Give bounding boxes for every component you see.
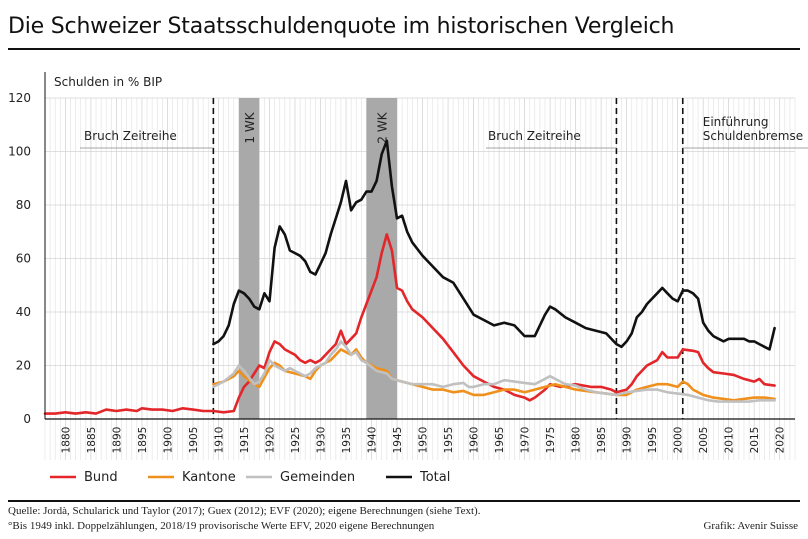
x-tick-label: 1880 (60, 427, 72, 454)
annotation-label: Bruch Zeitreihe (488, 129, 581, 143)
x-tick-label: 1900 (162, 427, 174, 454)
y-tick-label: 100 (8, 145, 31, 159)
x-tick-label: 1990 (622, 427, 634, 454)
series-lines (43, 139, 776, 415)
war-band-label: 1 WK (243, 111, 257, 143)
axes: Schulden in % BIP 0 20 40 60 80 100 120 1880 1885… (8, 72, 795, 453)
y-tick-label: 0 (23, 412, 31, 426)
x-tick-label: 1935 (341, 427, 353, 454)
x-tick-label: 2010 (724, 427, 736, 454)
annotation-label: Einführung (703, 115, 769, 129)
legend-label: Kantone (182, 470, 236, 485)
y-tick-label: 60 (16, 252, 31, 266)
footer-rule (8, 500, 800, 502)
y-tick-label: 120 (8, 91, 31, 105)
series-line-total (212, 139, 776, 351)
x-tick-label: 1915 (239, 427, 251, 454)
chart-title: Die Schweizer Staatsschuldenquote im his… (8, 14, 675, 39)
x-tick-label: 1890 (111, 427, 123, 454)
annotation-label: Bruch Zeitreihe (84, 129, 177, 143)
x-tick-label: 1965 (494, 427, 506, 454)
x-tick-label: 1960 (469, 427, 481, 454)
x-tick-label: 1985 (596, 427, 608, 454)
x-tick-label: 1940 (367, 427, 379, 454)
series-line-gemeinden (212, 340, 776, 403)
x-tick-label: 1905 (188, 427, 200, 454)
x-tick-label: 1920 (264, 427, 276, 454)
x-tick-label: 1975 (545, 427, 557, 454)
war-band (238, 98, 260, 419)
x-tick-label: 1955 (443, 427, 455, 454)
footnote: °Bis 1949 inkl. Doppelzählungen, 2018/19… (8, 520, 435, 532)
x-tick-label: 1930 (316, 427, 328, 454)
legend-label: Gemeinden (280, 470, 355, 485)
legend: Bund Kantone Gemeinden Total (50, 470, 450, 485)
x-tick-label: 1910 (213, 427, 225, 454)
x-tick-label: 1950 (418, 427, 430, 454)
y-axis-label: Schulden in % BIP (54, 75, 162, 89)
x-tick-label: 2005 (698, 427, 710, 454)
x-tick-label: 1885 (86, 427, 98, 454)
legend-label: Total (419, 470, 450, 485)
annotation-label: Schuldenbremse (703, 129, 803, 143)
y-tick-label: 80 (16, 198, 31, 212)
series-line-kantone (212, 348, 776, 402)
y-tick-label: 40 (16, 305, 31, 319)
grid (44, 97, 796, 460)
x-tick-label: 2000 (673, 427, 685, 454)
war-band-label: 2 WK (376, 111, 390, 143)
legend-label: Bund (84, 470, 118, 485)
x-tick-label: 2020 (775, 427, 787, 454)
x-tick-label: 1925 (290, 427, 302, 454)
source-note: Quelle: Jordà, Schularick und Taylor (20… (8, 505, 481, 517)
x-tick-label: 1945 (392, 427, 404, 454)
x-tick-label: 2015 (749, 427, 761, 454)
x-tick-label: 1970 (520, 427, 532, 454)
x-tick-label: 1995 (647, 427, 659, 454)
series-line-bund (43, 233, 776, 415)
y-tick-label: 20 (16, 359, 31, 373)
credit: Grafik: Avenir Suisse (703, 520, 798, 532)
title-rule (8, 48, 800, 50)
x-tick-label: 1895 (137, 427, 149, 454)
x-tick-label: 1980 (571, 427, 583, 454)
annotations: Bruch Zeitreihe Bruch Zeitreihe Einführung… (80, 98, 808, 419)
